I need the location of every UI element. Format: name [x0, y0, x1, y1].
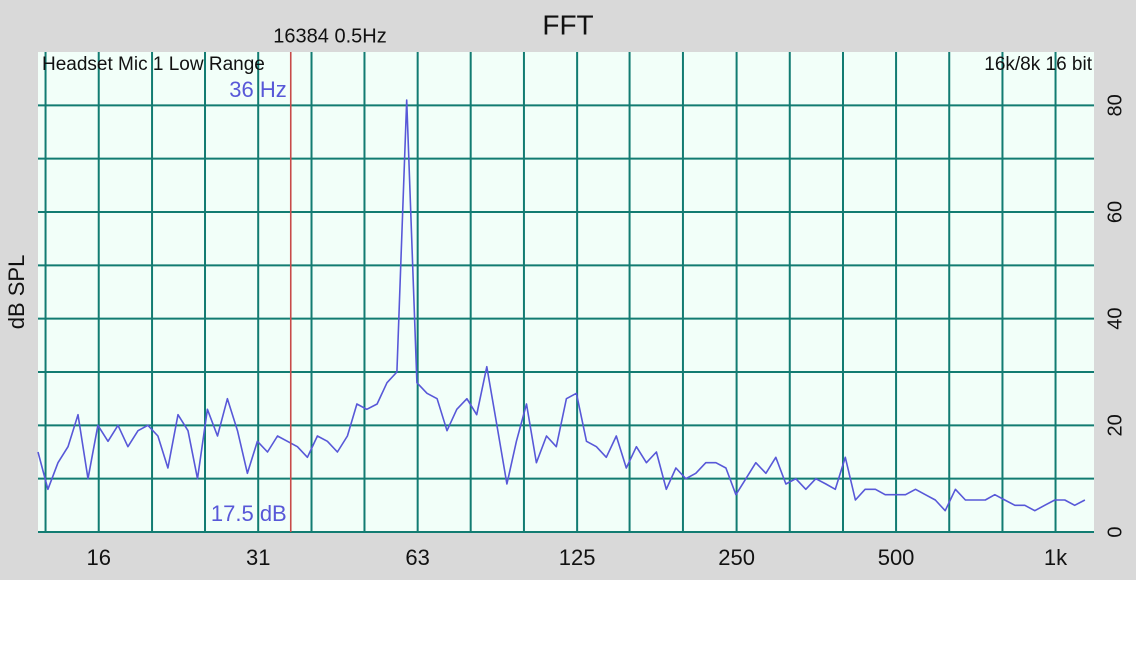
- y-tick-label: 20: [1104, 414, 1126, 436]
- x-tick-label: 250: [718, 545, 755, 570]
- y-tick-label: 40: [1104, 308, 1126, 330]
- cursor-frequency: 36 Hz: [229, 77, 286, 102]
- spectrum-line: [37, 99, 1086, 512]
- x-tick-label: 1k: [1044, 545, 1068, 570]
- plot-area: [38, 52, 1094, 532]
- y-tick-label: 80: [1104, 94, 1126, 116]
- y-tick-label: 60: [1104, 201, 1126, 223]
- fft-settings: 16384 0.5Hz: [273, 25, 386, 47]
- marks: [37, 52, 1086, 532]
- x-tick-label: 31: [246, 545, 270, 570]
- y-axis-label: dB SPL: [4, 255, 29, 330]
- chart-title: FFT: [542, 9, 593, 40]
- grid: [38, 52, 1094, 533]
- input-label: Headset Mic 1 Low Range: [42, 54, 265, 75]
- y-tick-label: 0: [1104, 526, 1126, 537]
- x-tick-label: 63: [405, 545, 429, 570]
- format-label: 16k/8k 16 bit: [984, 54, 1092, 75]
- x-tick-label: 125: [559, 545, 596, 570]
- cursor-level: 17.5 dB: [211, 501, 287, 526]
- x-tick-label: 16: [86, 545, 110, 570]
- x-tick-label: 500: [878, 545, 915, 570]
